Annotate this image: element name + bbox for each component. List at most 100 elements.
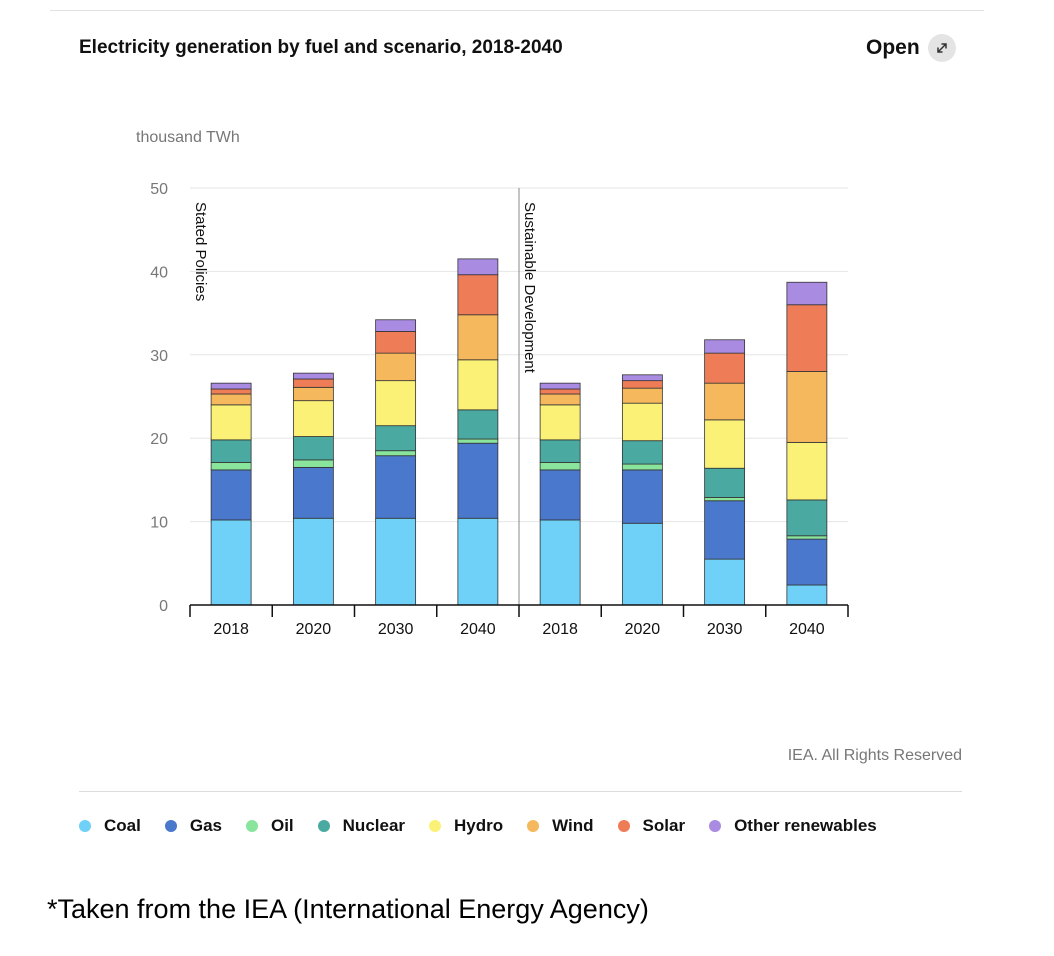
y-tick-label: 30 (150, 348, 168, 365)
bar-segment (457, 517, 499, 606)
bar-segment (457, 314, 499, 361)
x-tick-label: 2020 (296, 621, 332, 638)
bar-segment (786, 499, 828, 537)
chart-title: Electricity generation by fuel and scena… (79, 37, 563, 58)
x-tick-label: 2020 (625, 621, 661, 638)
x-tick-label: 2040 (789, 621, 825, 638)
bar-segment (292, 466, 334, 519)
bar-segment (786, 584, 828, 606)
bar-segment (539, 404, 581, 441)
bar-segment (704, 339, 746, 354)
legend-label: Solar (642, 816, 686, 835)
y-tick-label: 40 (150, 264, 168, 281)
bar-segment (539, 388, 581, 395)
legend-label: Wind (552, 816, 594, 835)
bar-segment (292, 372, 334, 380)
bar-segment (292, 459, 334, 468)
bar-segment (375, 455, 417, 519)
scenario-label: Sustainable Development (521, 202, 538, 374)
legend-item: Hydro (429, 816, 503, 836)
x-tick-label: 2040 (460, 621, 496, 638)
legend-item: Solar (617, 816, 686, 836)
bar-segment (210, 382, 252, 390)
bar-segment (704, 419, 746, 469)
bar-segment (375, 517, 417, 606)
bar-segment (621, 469, 663, 524)
legend-swatch (617, 820, 630, 832)
bar-segment (210, 469, 252, 521)
y-tick-label: 10 (150, 515, 168, 532)
x-tick-label: 2030 (707, 621, 743, 638)
bar-segment (457, 442, 499, 519)
bar-segment (704, 558, 746, 606)
legend-item: Coal (79, 816, 141, 836)
bar-segment (786, 535, 828, 540)
bar-segment (210, 404, 252, 441)
bar-segment (210, 461, 252, 471)
bar-segment (375, 352, 417, 382)
bar-segment (786, 281, 828, 306)
bar-segment (292, 436, 334, 461)
bar-segment (621, 522, 663, 606)
bar-segment (375, 319, 417, 332)
bar-segment (292, 386, 334, 402)
top-divider (50, 10, 984, 11)
legend-swatch (709, 820, 722, 832)
bar-segment (621, 380, 663, 389)
legend-label: Hydro (454, 816, 504, 835)
bar-segment (539, 461, 581, 471)
bar-segment (210, 393, 252, 406)
x-tick-label: 2030 (378, 621, 414, 638)
footnote: *Taken from the IEA (International Energ… (47, 894, 649, 924)
bar-segment (210, 439, 252, 463)
y-tick-label: 0 (159, 598, 168, 615)
legend-label: Coal (104, 816, 141, 835)
bar-segment (704, 352, 746, 384)
bar-segment (457, 359, 499, 411)
bar-segment (539, 519, 581, 606)
bar-segment (704, 467, 746, 498)
open-button-label: Open (866, 36, 920, 59)
bar-segment (210, 519, 252, 606)
legend-label: Gas (189, 816, 222, 835)
legend-swatch (245, 820, 258, 832)
legend-item: Oil (245, 816, 294, 836)
bar-segment (621, 374, 663, 382)
bar-segment (210, 388, 252, 395)
copyright-credit: IEA. All Rights Reserved (787, 747, 962, 764)
bar-segment (539, 439, 581, 463)
legend-swatch (79, 820, 91, 832)
legend-swatch (317, 820, 330, 832)
x-tick-label: 2018 (213, 621, 249, 638)
bar-segment (621, 387, 663, 404)
legend: Coal Gas Oil Nuclear Hydro Wind Solar Other ren… (79, 816, 901, 836)
bar-segment (539, 469, 581, 521)
scenario-label: Stated Policies (192, 202, 209, 301)
bar-segment (704, 497, 746, 502)
legend-label: Nuclear (342, 816, 406, 835)
open-button[interactable]: Open (866, 34, 956, 62)
bar-segment (375, 425, 417, 452)
y-tick-label: 20 (150, 431, 168, 448)
bar-segment (375, 450, 417, 457)
bar-segment (621, 463, 663, 471)
bar-segment (539, 393, 581, 406)
bar-segment (704, 500, 746, 560)
bar-segment (539, 382, 581, 390)
legend-divider (79, 791, 962, 792)
bar-segment (786, 441, 828, 501)
bar-segment (786, 538, 828, 586)
legend-label: Oil (270, 816, 294, 835)
x-tick-label: 2018 (542, 621, 578, 638)
legend-item: Other renewables (709, 816, 877, 836)
bar-segment (621, 402, 663, 442)
bar-segment (292, 517, 334, 606)
legend-item: Nuclear (317, 816, 406, 836)
y-axis-unit-label: thousand TWh (136, 129, 240, 146)
bar-segment (704, 382, 746, 421)
bar-segment (457, 258, 499, 276)
bar-segment (786, 371, 828, 443)
legend-swatch (527, 820, 540, 832)
legend-item: Gas (164, 816, 222, 836)
